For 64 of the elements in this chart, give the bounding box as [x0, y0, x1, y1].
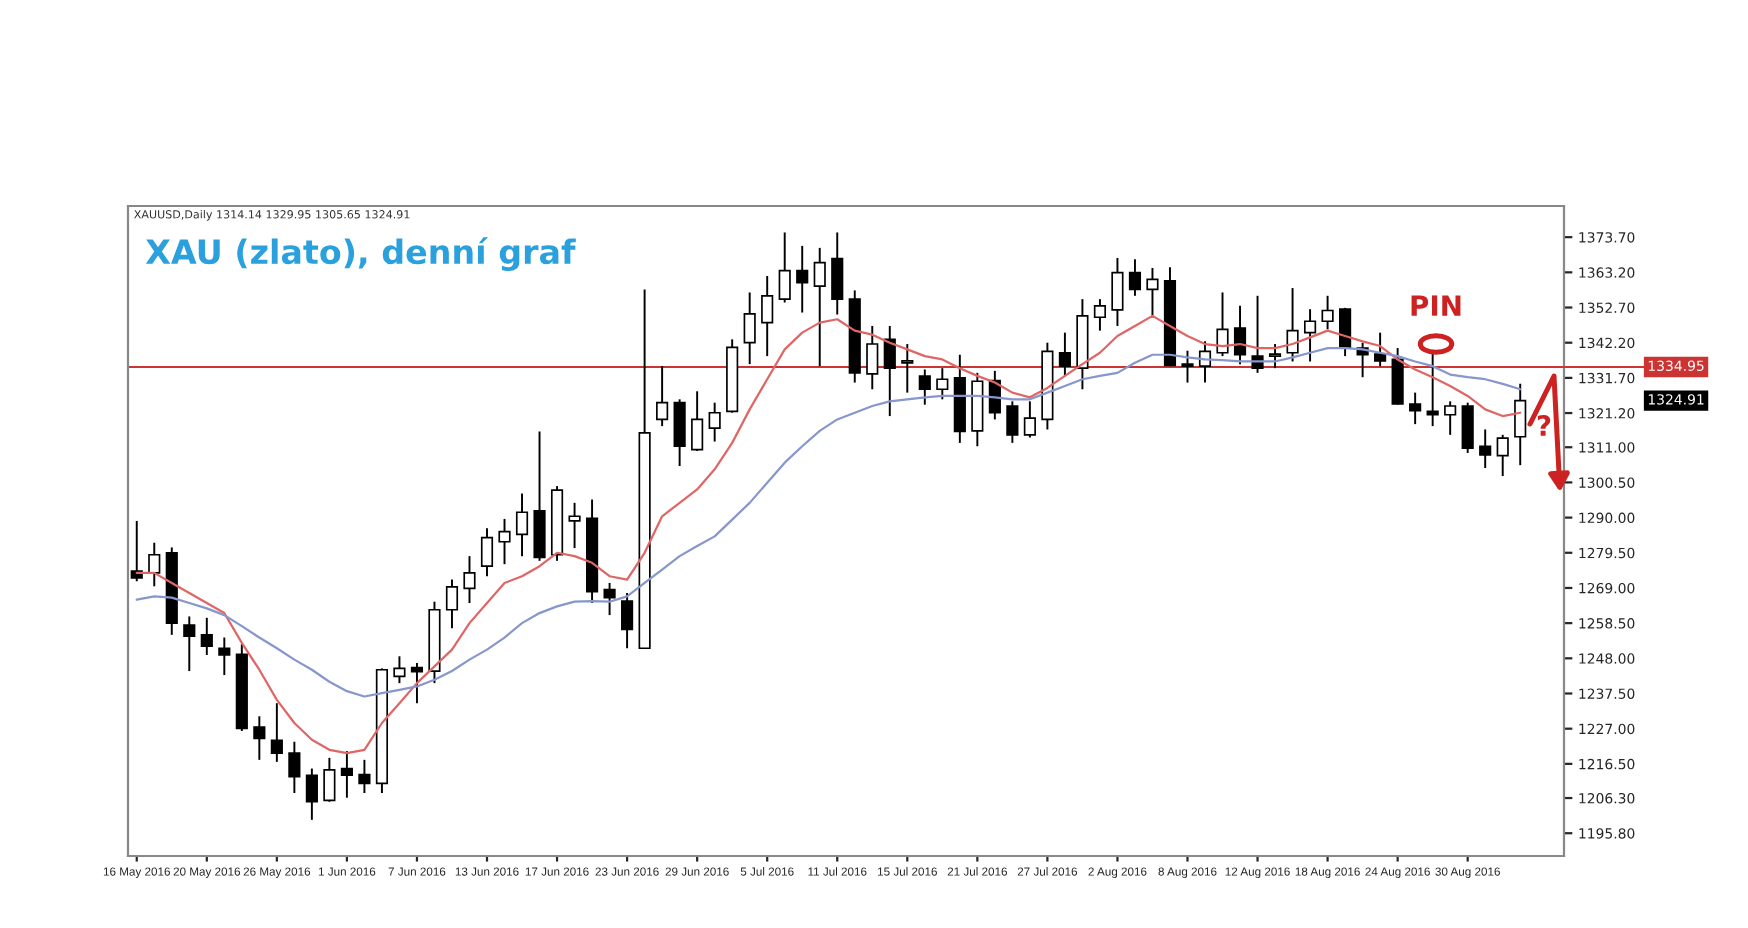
candlestick — [708, 401, 721, 443]
candlestick — [1444, 400, 1457, 436]
candlestick — [480, 527, 494, 578]
candlestick — [340, 750, 353, 799]
candlestick — [656, 365, 669, 428]
candlestick — [1426, 351, 1439, 428]
candlestick — [866, 324, 879, 391]
candlestick — [778, 231, 791, 304]
candlestick — [1233, 304, 1247, 366]
candlestick — [323, 756, 336, 803]
annotation: PIN — [1411, 295, 1461, 316]
candlestick — [1479, 428, 1492, 469]
candlestick — [1023, 400, 1036, 439]
candlestick — [1286, 287, 1299, 363]
candlestick — [445, 578, 459, 630]
candlestick — [200, 616, 213, 656]
candlestick — [218, 636, 231, 677]
candlestick — [901, 343, 914, 394]
candlestick — [603, 581, 616, 617]
candlestick — [691, 390, 704, 452]
candlestick — [621, 592, 634, 650]
candlestick — [305, 767, 318, 821]
text: XAU (zlato), denní graf — [145, 237, 576, 271]
candlestick — [1391, 347, 1404, 406]
candlestick — [1111, 256, 1124, 327]
candlestick — [253, 715, 266, 761]
candlestick — [393, 655, 406, 685]
candlestick — [936, 367, 949, 401]
candlestick — [796, 244, 809, 314]
candlestick — [831, 231, 844, 316]
candlestick — [130, 519, 143, 583]
candlestick — [1496, 433, 1509, 478]
candlestick — [533, 430, 546, 562]
candlestick — [568, 501, 581, 550]
text: ? — [1537, 415, 1551, 436]
candlestick — [183, 615, 196, 673]
candlestick — [148, 541, 161, 588]
candlestick — [358, 758, 371, 794]
candlestick — [1093, 298, 1107, 332]
candlestick — [270, 702, 283, 763]
candlestick — [463, 555, 476, 605]
candlestick — [1181, 349, 1194, 384]
candlestick — [761, 275, 774, 358]
candlestick — [1058, 331, 1071, 378]
candlestick — [1514, 382, 1527, 467]
candlestick — [410, 662, 424, 705]
candlestick — [1006, 400, 1019, 444]
candlestick — [813, 246, 826, 368]
candlestick — [1128, 258, 1142, 297]
candlestick — [515, 492, 529, 558]
candlestick — [918, 368, 931, 406]
candlestick — [883, 324, 896, 418]
candlestick — [1303, 308, 1317, 363]
candlestick — [1461, 401, 1474, 454]
candlestick — [1268, 343, 1282, 370]
candlestick — [673, 398, 686, 467]
candlestick — [288, 740, 301, 794]
candlestick — [498, 517, 511, 566]
candlestick — [743, 291, 756, 366]
candlestick — [1146, 267, 1159, 317]
candlestick — [1216, 291, 1229, 358]
candlestick — [1374, 331, 1387, 368]
candlestick — [1409, 391, 1422, 426]
candlestick — [1321, 294, 1334, 331]
